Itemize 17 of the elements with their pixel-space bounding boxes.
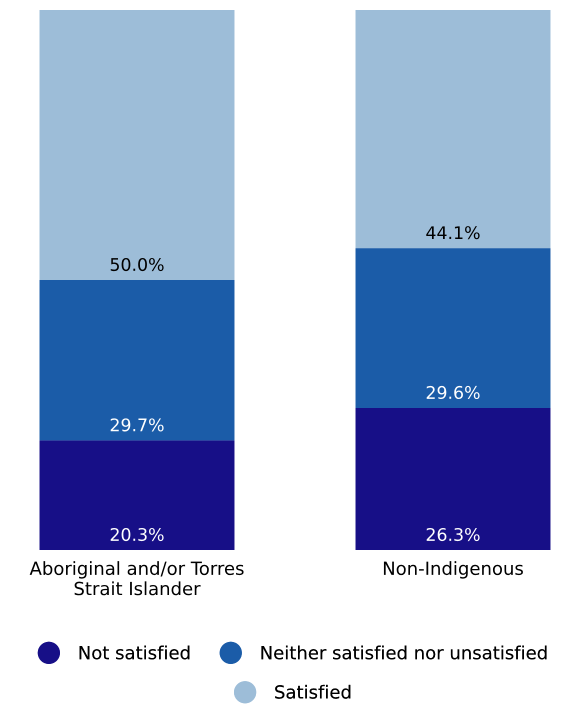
data-label: 44.1% bbox=[426, 226, 480, 240]
data-label: 20.3% bbox=[110, 528, 164, 542]
bar bbox=[40, 280, 234, 440]
data-label: 29.6% bbox=[426, 386, 480, 400]
data-label: 29.7% bbox=[110, 418, 164, 432]
legend-label: Neither satisfied nor unsatisfied bbox=[261, 645, 547, 660]
data-label: 26.3% bbox=[426, 528, 480, 542]
bar bbox=[356, 248, 550, 408]
legend-label: Not satisfied bbox=[80, 645, 190, 660]
bar bbox=[40, 440, 234, 550]
bar bbox=[356, 408, 550, 550]
legend-label: Satisfied bbox=[275, 684, 350, 699]
data-label: 50.0% bbox=[110, 258, 164, 272]
x-tick-label: Non-Indigenous bbox=[384, 561, 523, 579]
x-tick-label: Aboriginal and/or Torres Strait Islander bbox=[30, 561, 244, 596]
bar bbox=[356, 10, 550, 248]
bar bbox=[40, 10, 234, 280]
